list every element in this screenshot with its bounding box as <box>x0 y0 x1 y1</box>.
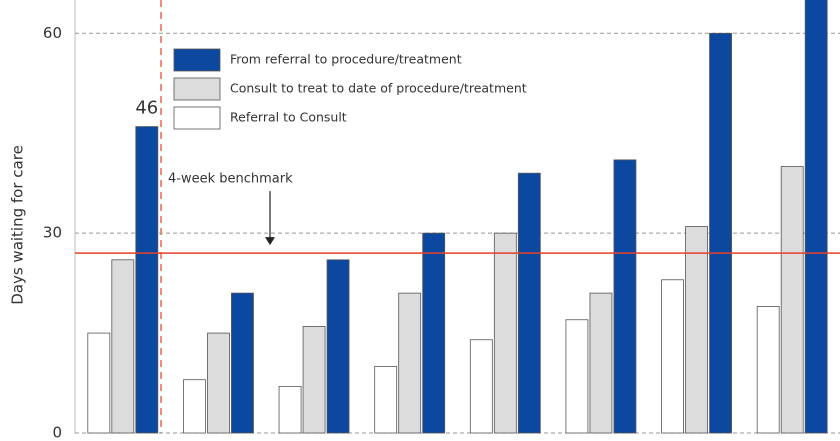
bar <box>493 232 517 434</box>
bar <box>709 32 732 434</box>
bar <box>685 226 708 434</box>
y-tick-label: 60 <box>43 24 62 42</box>
bar <box>565 319 589 434</box>
bar <box>111 259 135 434</box>
bar <box>326 259 350 434</box>
bar <box>422 232 446 434</box>
legend-label: From referral to procedure/treatment <box>230 52 462 67</box>
benchmark-label: 4-week benchmark <box>168 172 293 187</box>
legend-swatch <box>173 77 221 101</box>
bar <box>278 385 302 434</box>
bar <box>87 332 111 434</box>
bar <box>661 279 684 434</box>
legend-label: Referral to Consult <box>230 110 347 125</box>
bar <box>756 306 780 434</box>
bar <box>780 166 804 434</box>
bar <box>374 365 398 434</box>
benchmark-arrowhead <box>265 237 275 246</box>
bar <box>207 332 230 434</box>
bar <box>589 292 613 434</box>
bar <box>469 339 493 434</box>
y-tick-label: 30 <box>43 224 62 242</box>
bar <box>231 292 254 434</box>
y-axis-label: Days waiting for care <box>9 145 27 305</box>
legend-swatch <box>173 48 221 72</box>
bar <box>135 126 159 434</box>
legend-swatch <box>173 106 221 130</box>
bar <box>183 379 206 434</box>
bar <box>302 326 326 434</box>
bar <box>804 0 828 434</box>
value-label: 46 <box>135 98 158 119</box>
y-tick-label: 0 <box>52 424 62 441</box>
bar <box>398 292 422 434</box>
bar <box>517 172 541 434</box>
bar <box>613 159 637 434</box>
legend-label: Consult to treat to date of procedure/tr… <box>230 81 527 96</box>
